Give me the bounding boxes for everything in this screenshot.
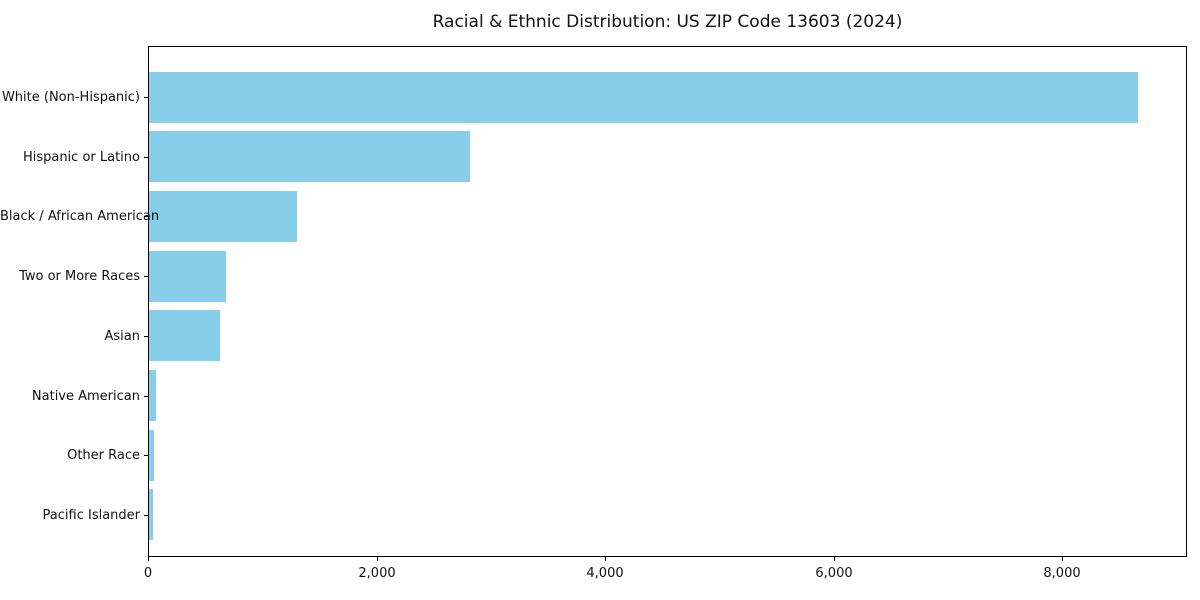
x-tick-mark [1062,557,1063,561]
y-tick-label: White (Non-Hispanic) [1,90,140,105]
y-tick-mark [144,336,148,337]
x-tick-label: 6,000 [815,566,853,581]
bar-pacific-islander [149,489,153,540]
y-tick-mark [144,157,148,158]
y-tick-label: Two or More Races [19,269,140,284]
y-tick-label: Hispanic or Latino [22,150,140,165]
y-tick-mark [144,396,148,397]
bar-black-african-american [149,191,297,242]
bar-native-american [149,370,156,421]
bar-asian [149,310,220,361]
x-tick-label: 0 [143,566,153,581]
y-tick-label: Other Race [67,448,140,463]
y-tick-mark [144,515,148,516]
y-tick-mark [144,97,148,98]
y-tick-mark [144,216,148,217]
x-tick-label: 2,000 [358,566,396,581]
x-tick-mark [834,557,835,561]
bar-hispanic-or-latino [149,131,470,182]
bar-two-or-more-races [149,251,226,302]
y-tick-mark [144,455,148,456]
y-tick-label: Pacific Islander [42,508,140,523]
bar-white-non-hispanic [149,72,1138,123]
bar-other-race [149,430,154,481]
y-tick-label: Asian [104,329,140,344]
x-tick-mark [148,557,149,561]
y-tick-mark [144,276,148,277]
y-tick-label: Black / African American [0,209,160,224]
y-tick-label: Native American [31,389,140,404]
x-tick-mark [377,557,378,561]
x-tick-label: 4,000 [586,566,624,581]
x-tick-label: 8,000 [1043,566,1081,581]
chart-title: Racial & Ethnic Distribution: US ZIP Cod… [432,12,903,32]
x-tick-mark [605,557,606,561]
